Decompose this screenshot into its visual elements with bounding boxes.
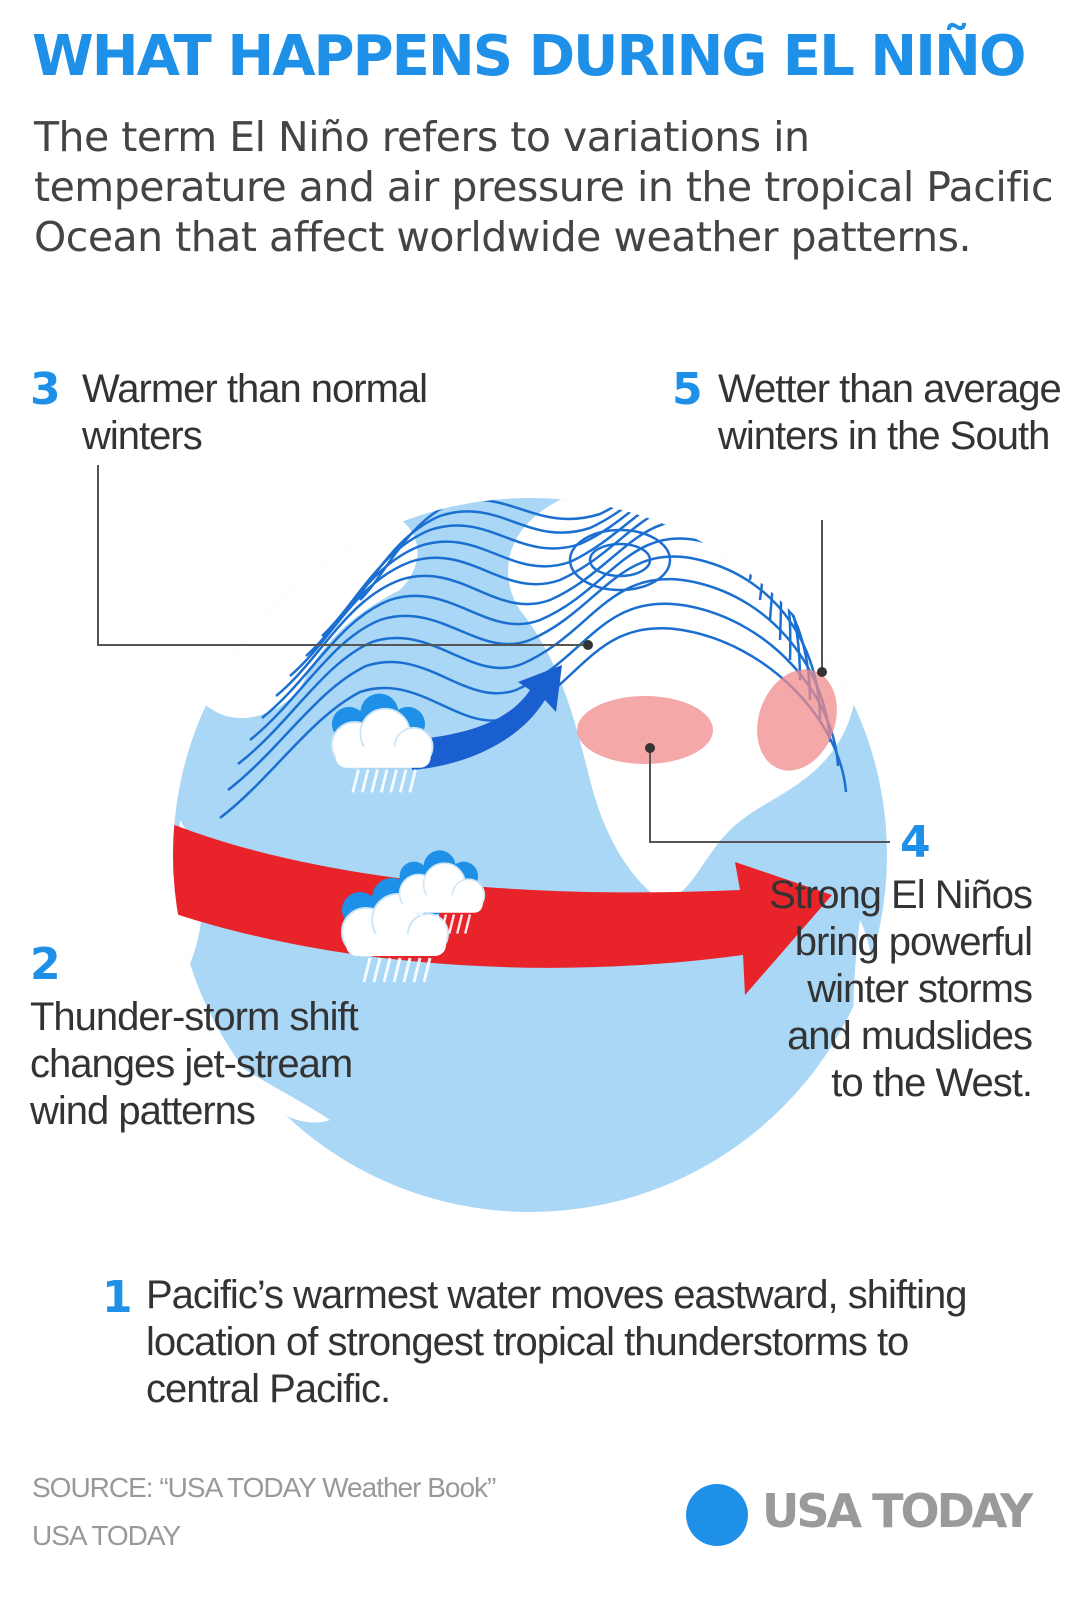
leader-lines	[97, 465, 890, 843]
callout-1: 1 Pacific’s warmest water moves eastward…	[102, 1272, 1002, 1413]
callout-text: Thunder-storm shift changes jet-stream w…	[30, 995, 359, 1133]
credit-line: USA TODAY	[32, 1520, 181, 1551]
callout-text: Warmer than normal winters	[82, 367, 428, 458]
callout-5: 5 Wetter than average winters in the Sou…	[672, 366, 1072, 460]
intro-paragraph: The term El Niño refers to variations in…	[34, 113, 1054, 261]
callout-number: 2	[30, 939, 61, 990]
callout-number: 4	[900, 817, 931, 868]
callout-text: Strong El Niños bring powerful winter st…	[769, 873, 1033, 1105]
leader-dots	[583, 640, 827, 753]
callout-text: Pacific’s warmest water moves eastward, …	[146, 1273, 967, 1411]
source-line: SOURCE: “USA TODAY Weather Book”	[32, 1472, 496, 1503]
callout-text: Wetter than average winters in the South	[718, 367, 1062, 458]
callout-number: 5	[672, 364, 703, 415]
source-credit: SOURCE: “USA TODAY Weather Book” USA TOD…	[32, 1464, 496, 1560]
page-title: WHAT HAPPENS DURING EL NIÑO	[32, 24, 1026, 89]
jet-stream-arrow	[410, 665, 562, 770]
logo-text: USA TODAY	[762, 1484, 1033, 1538]
usa-today-logo: USA TODAY	[686, 1478, 1046, 1548]
usa-today-logo-icon	[686, 1484, 748, 1546]
callout-number: 1	[102, 1272, 133, 1323]
callout-number: 3	[30, 364, 61, 415]
callout-3: 3 Warmer than normal winters	[30, 366, 450, 460]
north-america-land	[508, 498, 858, 900]
callout-2: 2 Thunder-storm shift changes jet-stream…	[30, 940, 370, 1135]
callout-4: 4 Strong El Niños bring powerful winter …	[760, 817, 1033, 1107]
storm-zone-south	[757, 669, 837, 771]
warm-water-arrow	[173, 815, 832, 995]
storm-zone-west	[577, 696, 713, 764]
